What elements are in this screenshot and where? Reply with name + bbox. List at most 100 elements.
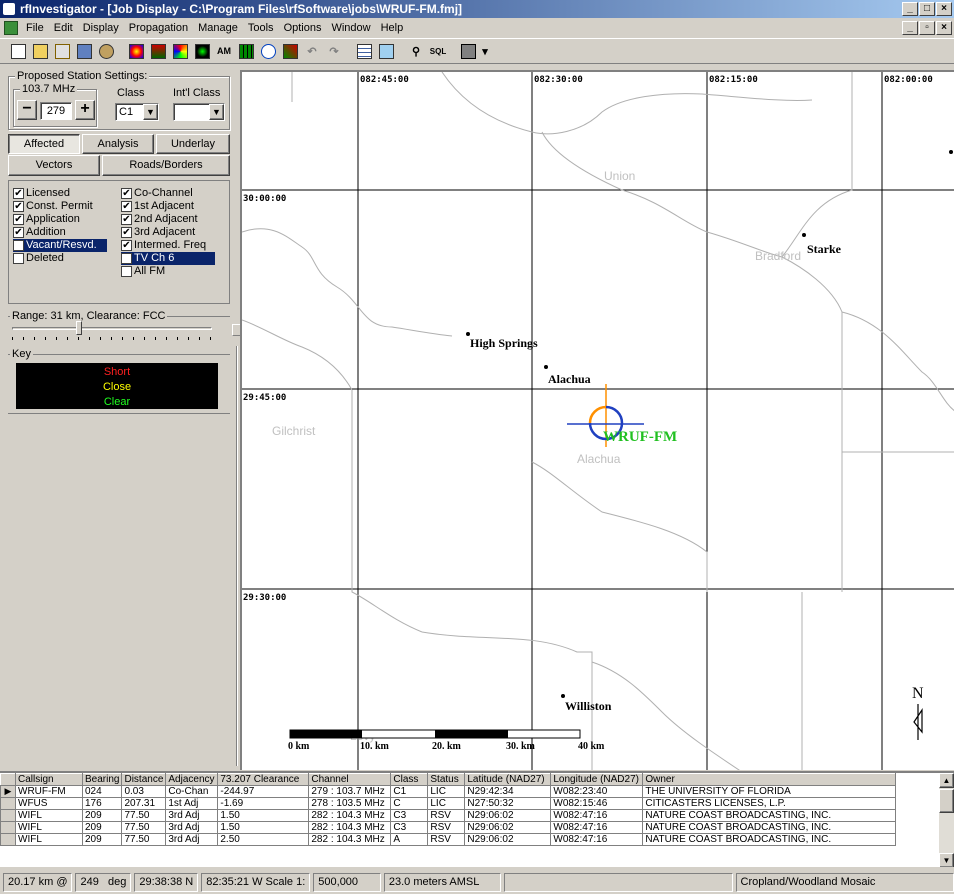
checkmark-icon[interactable]: ✔	[13, 227, 24, 238]
column-header[interactable]: Owner	[642, 773, 897, 786]
checkbox-empty[interactable]	[13, 253, 24, 264]
filter-checkbox[interactable]: Deleted	[13, 252, 64, 265]
checkmark-icon[interactable]: ✔	[13, 240, 24, 251]
checkmark-icon[interactable]: ✔	[13, 188, 24, 199]
menu-propagation[interactable]: Propagation	[128, 22, 189, 34]
new-icon[interactable]	[8, 41, 28, 61]
calculator-icon[interactable]	[458, 41, 478, 61]
save-icon[interactable]	[74, 41, 94, 61]
table-icon[interactable]	[354, 41, 374, 61]
column-header[interactable]: Longitude (NAD27)	[550, 773, 644, 786]
column-header[interactable]: Channel	[308, 773, 392, 786]
column-header[interactable]: Latitude (NAD27)	[464, 773, 552, 786]
tab-affected[interactable]: Affected	[8, 134, 80, 154]
table-row[interactable]: WFUS 176 207.31 1st Adj -1.69 278 : 103.5 MHz…	[0, 797, 897, 810]
row-indicator[interactable]	[0, 821, 16, 834]
scroll-down-icon[interactable]: ▼	[939, 853, 954, 867]
menu-manage[interactable]: Manage	[198, 22, 238, 34]
table-row[interactable]: WIFL 209 77.50 3rd Adj 1.50 282 : 104.3 MHz C3…	[0, 821, 897, 834]
tab-roads-borders[interactable]: Roads/Borders	[102, 155, 230, 176]
tab-analysis[interactable]: Analysis	[82, 134, 154, 154]
filter-checkbox[interactable]: ✔ Co-Channel	[121, 187, 193, 200]
scroll-up-icon[interactable]: ▲	[939, 773, 954, 788]
filter-checkbox[interactable]: ✔ 1st Adjacent	[121, 200, 194, 213]
table-scrollbar[interactable]: ▲ ▼	[938, 773, 954, 867]
column-header[interactable]: Status	[427, 773, 466, 786]
dropdown-icon[interactable]: ▾	[482, 45, 488, 58]
filter-checkbox[interactable]: ✔ TV Ch 6	[121, 252, 215, 265]
row-indicator[interactable]	[0, 797, 16, 810]
filter-checkbox[interactable]: ✔ Addition	[13, 226, 66, 239]
grid-icon[interactable]	[236, 41, 256, 61]
undo-icon[interactable]: ↶	[307, 45, 317, 58]
coverage-icon[interactable]	[126, 41, 146, 61]
filter-checkbox[interactable]: ✔ Intermed. Freq	[121, 239, 206, 252]
close-button[interactable]: ×	[936, 2, 952, 16]
column-header[interactable]: 73.207 Clearance	[217, 773, 310, 786]
tab-underlay[interactable]: Underlay	[156, 134, 230, 154]
column-header[interactable]: Callsign	[15, 773, 83, 786]
document-icon[interactable]	[4, 21, 18, 35]
column-header[interactable]: Distance	[121, 773, 167, 786]
menu-edit[interactable]: Edit	[53, 22, 73, 34]
row-indicator[interactable]	[0, 809, 16, 822]
sql-icon[interactable]: SQL	[429, 46, 447, 56]
map-view[interactable]: Union Bradford Gilchrist Alachua Levy 08…	[240, 70, 954, 770]
table-row[interactable]: WIFL 209 77.50 3rd Adj 1.50 282 : 104.3 MHz C3…	[0, 809, 897, 822]
menu-help[interactable]: Help	[380, 22, 404, 34]
checkmark-icon[interactable]: ✔	[121, 214, 132, 225]
channel-field[interactable]: 279	[40, 102, 72, 120]
row-indicator[interactable]	[0, 833, 16, 846]
map-icon[interactable]	[280, 41, 300, 61]
chevron-down-icon[interactable]: ▼	[209, 104, 224, 120]
checkmark-icon[interactable]: ✔	[121, 201, 132, 212]
menu-file[interactable]: File	[26, 22, 44, 34]
filter-checkbox[interactable]: ✔ 2nd Adjacent	[121, 213, 198, 226]
checkbox-empty[interactable]	[121, 266, 132, 277]
tab-vectors[interactable]: Vectors	[8, 155, 100, 176]
increment-button[interactable]: +	[75, 100, 95, 120]
open-icon[interactable]	[30, 41, 50, 61]
range-slider-thumb[interactable]	[76, 321, 82, 335]
chart-icon[interactable]	[376, 41, 396, 61]
menu-options[interactable]: Options	[283, 22, 322, 34]
checkmark-icon[interactable]: ✔	[121, 240, 132, 251]
find-icon[interactable]: ⚲	[411, 45, 421, 58]
row-pointer-icon[interactable]: ▶	[0, 785, 16, 798]
table-row[interactable]: ▶ WRUF-FM 024 0.03 Co-Chan -244.97 279 : 103.7…	[0, 785, 897, 798]
filter-checkbox[interactable]: ✔ 3rd Adjacent	[121, 226, 195, 239]
column-header[interactable]: Adjacency	[165, 773, 219, 786]
redo-icon[interactable]: ↷	[329, 45, 339, 58]
maximize-button[interactable]: □	[919, 2, 935, 16]
decrement-button[interactable]: −	[17, 100, 37, 120]
zoom-icon[interactable]	[258, 41, 278, 61]
filter-checkbox[interactable]: ✔ Licensed	[13, 187, 70, 200]
filter-checkbox[interactable]: ✔ Const. Permit	[13, 200, 93, 213]
range-slider-track[interactable]	[12, 327, 212, 330]
settings-icon[interactable]	[96, 41, 116, 61]
radar-icon[interactable]	[192, 41, 212, 61]
doc-minimize-button[interactable]: _	[902, 21, 918, 35]
table-row[interactable]: WIFL 209 77.50 3rd Adj 2.50 282 : 104.3 MHz A R…	[0, 833, 897, 846]
filter-checkbox[interactable]: All FM	[121, 265, 165, 278]
terrain-icon[interactable]	[148, 41, 168, 61]
checkmark-icon[interactable]: ✔	[13, 201, 24, 212]
checkmark-icon[interactable]: ✔	[13, 214, 24, 225]
chevron-down-icon[interactable]: ▼	[143, 104, 158, 120]
minimize-button[interactable]: _	[902, 2, 918, 16]
export-icon[interactable]	[52, 41, 72, 61]
scroll-thumb[interactable]	[939, 789, 954, 813]
doc-close-button[interactable]: ×	[936, 21, 952, 35]
checkmark-icon[interactable]: ✔	[121, 253, 132, 264]
column-header[interactable]: Class	[390, 773, 429, 786]
filter-checkbox[interactable]: ✔ Vacant/Resvd.	[13, 239, 107, 252]
column-header[interactable]: Bearing	[81, 773, 123, 786]
intl-class-select[interactable]: ▼	[173, 103, 225, 121]
am-icon[interactable]: AM	[217, 46, 231, 56]
menu-display[interactable]: Display	[82, 22, 119, 34]
doc-restore-button[interactable]: ▫	[919, 21, 935, 35]
menu-tools[interactable]: Tools	[247, 22, 274, 34]
menu-window[interactable]: Window	[331, 22, 371, 34]
checkmark-icon[interactable]: ✔	[121, 227, 132, 238]
class-select[interactable]: C1 ▼	[115, 103, 159, 121]
